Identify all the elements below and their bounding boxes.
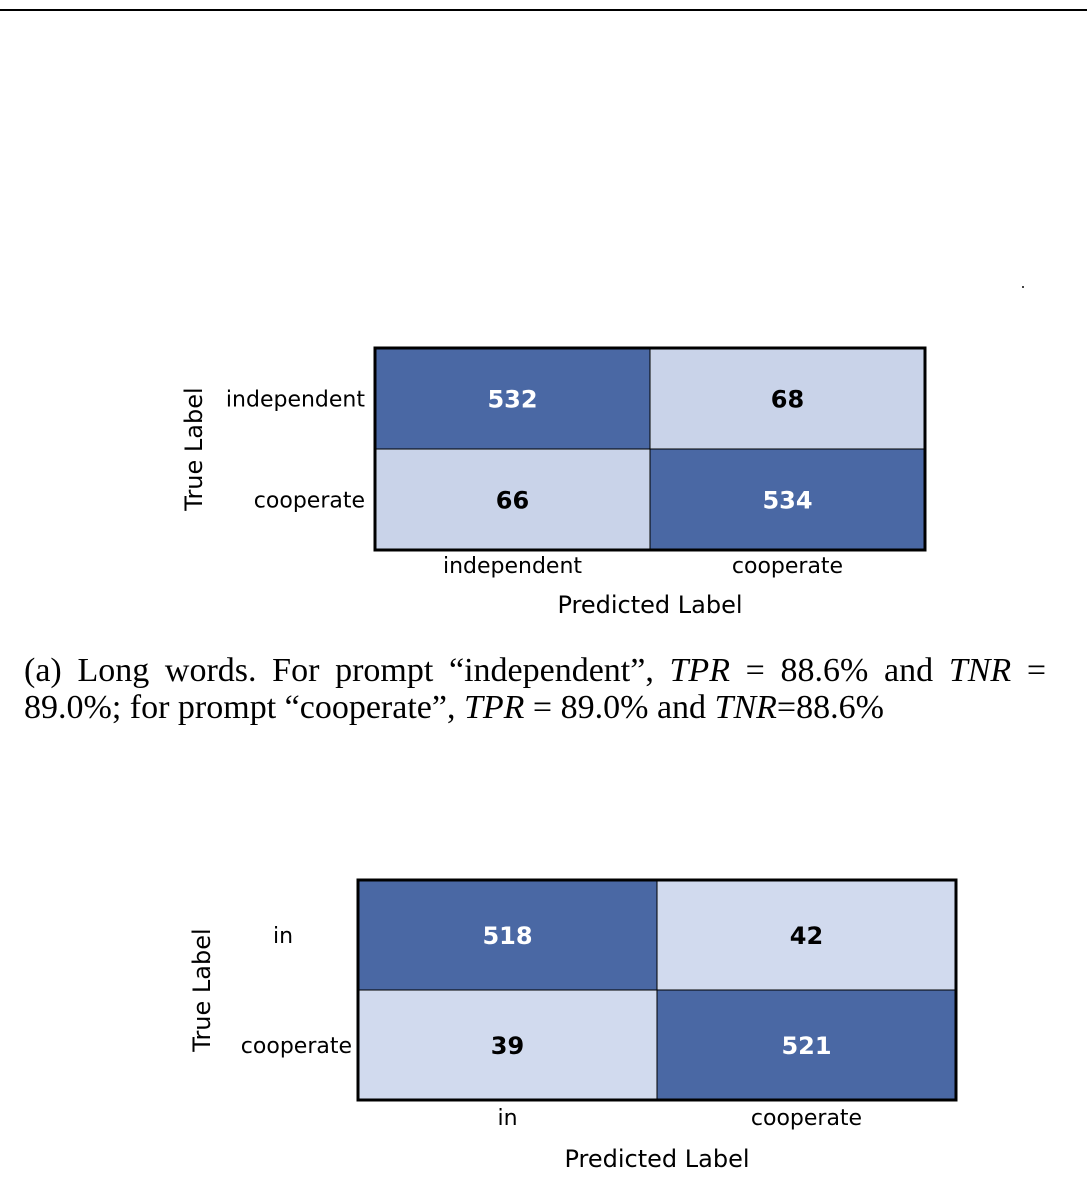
caption-and-1: and	[884, 652, 934, 689]
caption-text-2: for prompt “cooperate”,	[129, 689, 456, 726]
stray-dot	[1022, 286, 1024, 288]
caption-and-2: and	[656, 689, 707, 726]
x-axis-title: Predicted Label	[557, 591, 742, 619]
cell-value-label: 39	[491, 1032, 524, 1060]
cell-value-label: 532	[487, 386, 537, 414]
caption-tpr-2: TPR	[463, 689, 525, 726]
caption-tpr-1: TPR	[669, 652, 730, 689]
y-axis-title: True Label	[188, 928, 216, 1052]
matrix-cell	[656, 989, 957, 1101]
caption-tnr-2: TNR	[714, 689, 777, 726]
x-tick-label: in	[497, 1106, 517, 1131]
x-tick-label: cooperate	[751, 1106, 862, 1131]
caption-eq-2: =	[1026, 652, 1047, 689]
top-rule	[0, 9, 1087, 11]
x-tick-label: cooperate	[732, 554, 843, 579]
caption-val-2: 89.0%;	[24, 689, 122, 726]
matrix-cell	[656, 879, 957, 991]
cell-value-label: 518	[482, 922, 532, 950]
caption-eq-3: =	[532, 689, 553, 726]
x-tick-label: independent	[443, 554, 582, 579]
caption-text-1: Long words. For prompt “independent”,	[77, 652, 654, 689]
caption-eq-4: =	[776, 689, 797, 726]
matrix-cell	[649, 448, 926, 551]
matrix-border	[356, 878, 958, 1102]
caption-val-3: 89.0%	[560, 689, 649, 726]
caption-tnr-1: TNR	[948, 652, 1012, 689]
y-tick-label: cooperate	[254, 489, 365, 514]
caption-label: (a)	[24, 652, 62, 689]
y-tick-label: independent	[226, 388, 365, 413]
caption-eq-1: =	[745, 652, 765, 689]
caption-val-4: 88.6%	[796, 689, 884, 726]
matrix-cell	[374, 347, 651, 450]
cell-value-label: 534	[762, 487, 812, 515]
cell-value-label: 521	[781, 1032, 831, 1060]
matrix-border	[373, 346, 927, 552]
cell-value-label: 42	[790, 922, 823, 950]
caption-val-1: 88.6%	[780, 652, 869, 689]
y-tick-label: cooperate	[241, 1034, 352, 1059]
y-tick-label: in	[273, 924, 293, 949]
confusion-matrix-1: 532 68 66 534 independent cooperate independen…	[180, 346, 927, 619]
matrix-cell	[357, 989, 658, 1101]
x-axis-title: Predicted Label	[564, 1145, 749, 1173]
cell-value-label: 68	[771, 386, 804, 414]
y-axis-title: True Label	[180, 387, 208, 511]
matrix-cell	[649, 347, 926, 450]
cell-value-label: 66	[496, 487, 529, 515]
figure-caption: (a) Long words. For prompt “independent”…	[24, 652, 1046, 726]
